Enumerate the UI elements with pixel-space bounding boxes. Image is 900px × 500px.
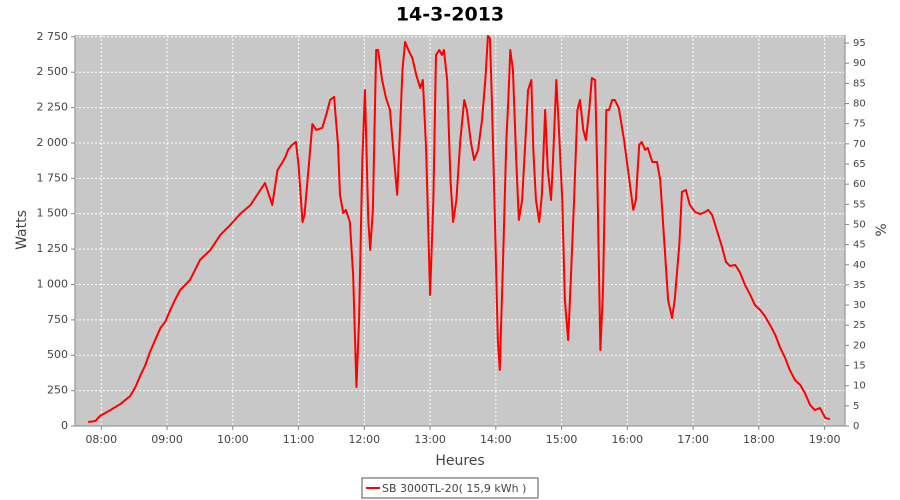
legend-label: SB 3000TL-20( 15,9 kWh ) xyxy=(382,482,526,495)
y2-tick-label: 55 xyxy=(853,199,866,210)
x-tick-label: 16:00 xyxy=(611,433,643,446)
plot-area xyxy=(75,35,845,426)
y-tick-label: 1 750 xyxy=(37,171,69,184)
data-line xyxy=(88,34,831,424)
x-tick-label: 09:00 xyxy=(151,433,183,446)
y2-tick-label: 15 xyxy=(853,361,866,372)
y2-tick-label: 10 xyxy=(853,381,866,392)
y2-tick-label: 5 xyxy=(853,401,859,412)
y2-tick-label: 70 xyxy=(853,139,866,150)
y2-tick-label: 75 xyxy=(853,119,866,130)
y2-tick-label: 25 xyxy=(853,320,866,331)
x-tick-label: 12:00 xyxy=(348,433,380,446)
y-tick-label: 2 500 xyxy=(37,65,69,78)
y2-tick-label: 45 xyxy=(853,240,866,251)
x-tick-label: 18:00 xyxy=(743,433,775,446)
y2-tick-label: 20 xyxy=(853,340,866,351)
x-tick-label: 14:00 xyxy=(480,433,512,446)
y2-axis-label: % xyxy=(874,223,890,236)
x-tick-label: 11:00 xyxy=(283,433,315,446)
y2-tick-label: 80 xyxy=(853,99,866,110)
y-axis-label: Watts xyxy=(14,210,30,250)
y2-tick-label: 85 xyxy=(853,78,866,89)
y-tick-label: 750 xyxy=(47,313,68,326)
y2-tick-label: 35 xyxy=(853,280,866,291)
x-tick-label: 13:00 xyxy=(414,433,446,446)
x-axis-label: Heures xyxy=(435,453,484,469)
y-tick-label: 2 000 xyxy=(37,136,69,149)
y2-tick-label: 40 xyxy=(853,260,866,271)
y2-tick-label: 95 xyxy=(853,38,866,49)
x-tick-label: 19:00 xyxy=(809,433,841,446)
y2-tick-label: 60 xyxy=(853,179,866,190)
y2-tick-label: 30 xyxy=(853,300,866,311)
y2-tick-label: 65 xyxy=(853,159,866,170)
legend xyxy=(361,477,539,499)
x-tick-label: 17:00 xyxy=(677,433,709,446)
chart-title: 14-3-2013 xyxy=(396,4,504,26)
y2-tick-label: 0 xyxy=(853,421,859,432)
y-tick-label: 1 000 xyxy=(37,277,69,290)
x-tick-label: 08:00 xyxy=(85,433,117,446)
y2-tick-label: 50 xyxy=(853,219,866,230)
y-tick-label: 2 750 xyxy=(37,30,69,43)
y-tick-label: 1 500 xyxy=(37,207,69,220)
y-tick-label: 2 250 xyxy=(37,101,69,114)
x-tick-label: 15:00 xyxy=(546,433,578,446)
y2-tick-label: 90 xyxy=(853,58,866,69)
y-tick-label: 0 xyxy=(61,419,68,432)
y-tick-label: 250 xyxy=(47,384,68,397)
x-tick-label: 10:00 xyxy=(217,433,249,446)
y-tick-label: 500 xyxy=(47,348,68,361)
y-tick-label: 1 250 xyxy=(37,242,69,255)
